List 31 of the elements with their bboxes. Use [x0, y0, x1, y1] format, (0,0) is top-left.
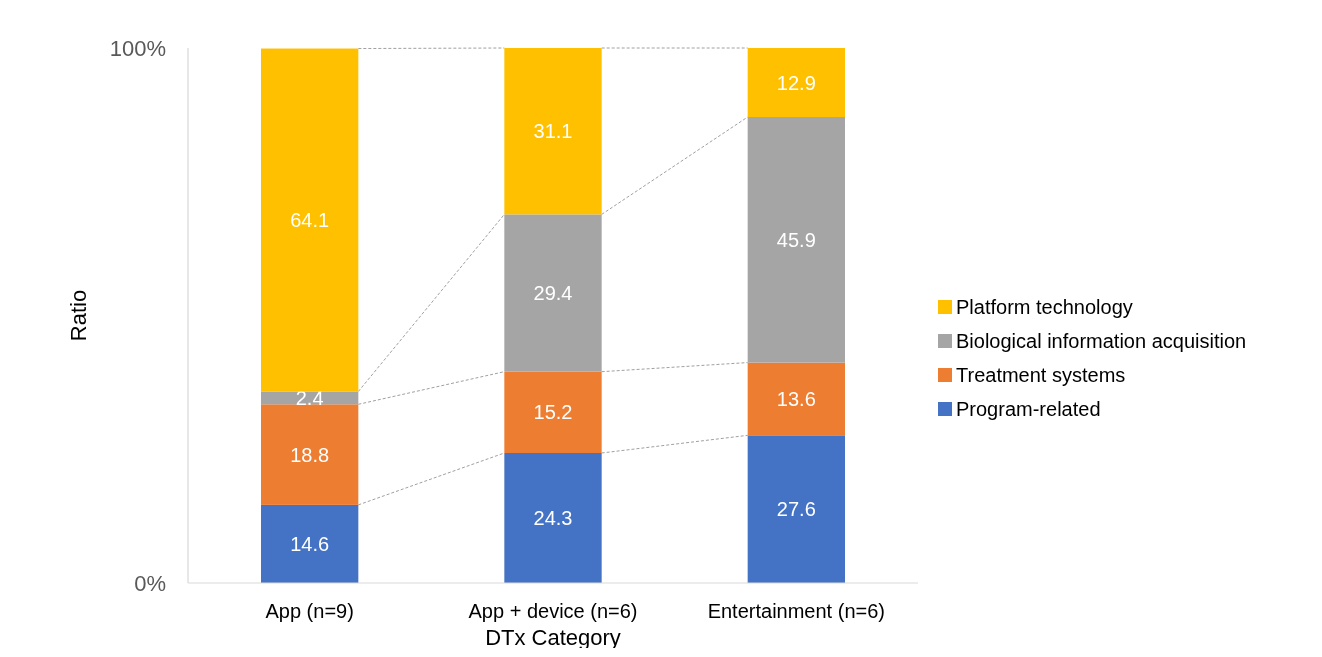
y-tick-label: 100% — [109, 35, 166, 61]
x-tick-label: App (n=9) — [265, 600, 354, 622]
legend-label: Treatment systems — [956, 364, 1126, 386]
data-label: 18.8 — [290, 443, 330, 466]
data-label: 14.6 — [290, 532, 330, 555]
data-label: 24.3 — [533, 507, 573, 529]
bar — [261, 504, 359, 583]
data-label: 27.6 — [776, 498, 816, 521]
bar — [261, 404, 359, 505]
data-label: 31.1 — [533, 120, 573, 143]
data-label: 64.1 — [290, 209, 330, 231]
bar — [747, 48, 845, 118]
data-label: 15.2 — [533, 401, 573, 424]
data-label: 45.9 — [776, 228, 816, 251]
legend-label: Program-related — [956, 398, 1101, 420]
y-axis-title: Ratio — [65, 289, 91, 342]
x-tick-label: Entertainment (n=6) — [707, 600, 885, 622]
data-label: 13.6 — [776, 387, 816, 410]
data-label: 29.4 — [533, 282, 573, 305]
bar — [504, 48, 602, 215]
bar — [747, 362, 845, 436]
bar — [504, 371, 602, 453]
bar — [747, 435, 845, 583]
legend-label: Biological information acquisition — [956, 330, 1247, 352]
data-label: 2.4 — [295, 386, 324, 409]
bar — [504, 453, 602, 583]
legend-label: Platform technology — [956, 296, 1133, 318]
x-tick-label: App + device (n=6) — [468, 600, 638, 622]
bar — [261, 48, 359, 392]
y-tick-label: 0% — [134, 570, 166, 596]
data-label: 12.9 — [776, 71, 816, 94]
